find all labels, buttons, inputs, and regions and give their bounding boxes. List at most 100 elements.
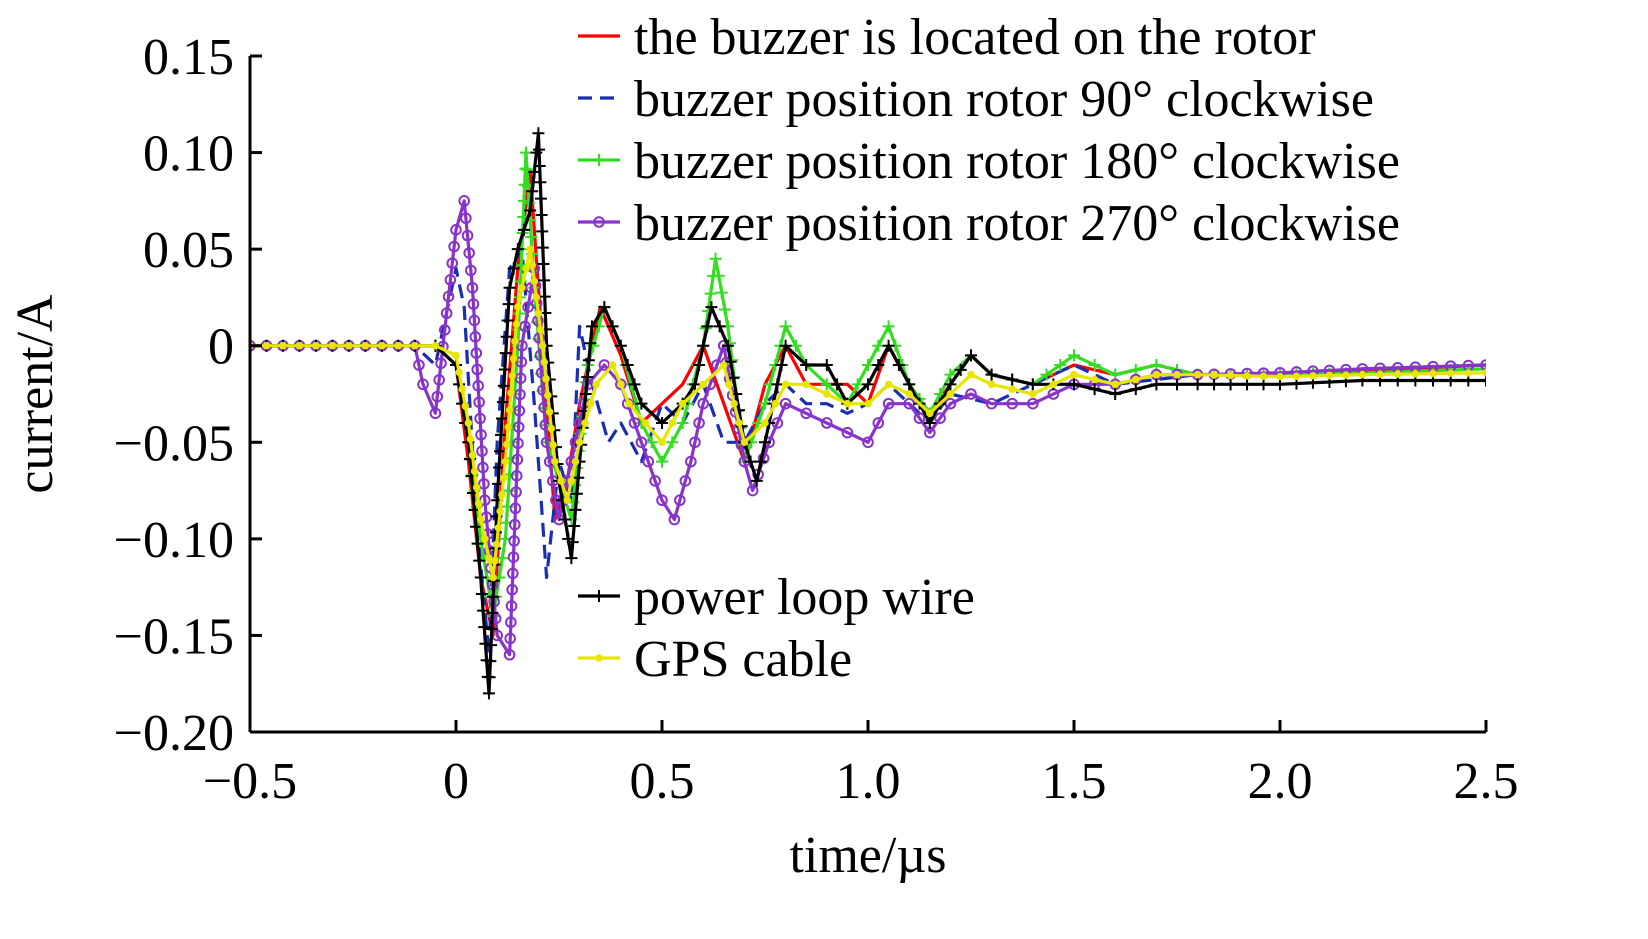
data-point [581, 371, 594, 384]
data-point [1027, 397, 1039, 410]
data-point [503, 440, 511, 449]
data-point [615, 378, 627, 391]
data-point [568, 519, 581, 532]
data-point [678, 399, 687, 408]
legend-item: the buzzer is located on the rotor [578, 9, 1316, 66]
data-point [598, 301, 611, 314]
data-point [1150, 378, 1163, 391]
data-point [862, 359, 874, 372]
data-point [519, 320, 531, 333]
data-point [628, 378, 641, 391]
data-point [718, 303, 731, 316]
data-point [944, 378, 957, 391]
data-point [789, 339, 802, 352]
data-point [1259, 372, 1268, 380]
data-point [537, 258, 550, 270]
data-point [471, 537, 484, 550]
data-point [581, 419, 589, 427]
data-point [699, 380, 707, 389]
data-point [413, 359, 425, 371]
data-point [1068, 349, 1080, 362]
data-point [1480, 374, 1486, 387]
data-point [484, 655, 497, 668]
data-point [450, 224, 462, 236]
data-point [517, 223, 530, 236]
data-point [481, 535, 489, 543]
data-point [485, 639, 498, 652]
data-point [498, 363, 511, 376]
data-point [823, 390, 831, 398]
data-point [884, 380, 893, 389]
data-point [1026, 378, 1039, 391]
data-point [831, 378, 844, 391]
data-point [715, 286, 728, 299]
data-point [472, 380, 484, 392]
legend-item: buzzer position rotor 270° clockwise [578, 195, 1400, 252]
data-point [1342, 371, 1350, 379]
data-point [693, 359, 706, 372]
data-point [508, 518, 521, 531]
data-point [479, 637, 492, 650]
data-point [642, 455, 655, 468]
data-point [534, 349, 547, 362]
data-point [579, 388, 592, 400]
data-point [533, 159, 546, 172]
data-point [1241, 378, 1254, 391]
data-point [551, 457, 559, 466]
data-point [534, 192, 547, 205]
y-tick-label: 0.10 [143, 126, 234, 183]
data-point [446, 257, 459, 269]
data-point [463, 247, 475, 259]
data-point [470, 347, 483, 359]
ticks-layer: −0.5 0 0.5 1.0 1.5 2.0 2.5 0.15 0.10 0.05 0 −0.05 −0… [114, 29, 1519, 810]
data-point [585, 320, 598, 333]
data-point [674, 494, 686, 507]
data-point [1090, 375, 1099, 384]
data-point [645, 436, 658, 449]
data-point [967, 370, 975, 379]
data-point [512, 437, 524, 450]
data-point [520, 146, 533, 159]
data-point [779, 320, 792, 333]
data-point [821, 417, 833, 429]
legend: the buzzer is located on the rotor buzzer… [578, 9, 1400, 688]
data-point [536, 325, 545, 334]
data-point [535, 208, 548, 221]
data-point [987, 380, 996, 389]
data-point [468, 451, 477, 459]
data-point [926, 409, 934, 418]
data-point [417, 378, 429, 391]
data-point [593, 590, 605, 602]
data-point [501, 314, 514, 327]
data-point [495, 412, 508, 425]
data-point [540, 358, 549, 367]
data-point [802, 380, 810, 389]
data-point [843, 399, 852, 408]
data-point [697, 339, 710, 352]
data-point [567, 477, 576, 485]
data-point [892, 359, 905, 372]
data-point [1224, 378, 1237, 391]
data-point [496, 396, 509, 409]
data-point [1152, 370, 1161, 379]
data-point [431, 390, 444, 403]
data-point [511, 243, 524, 256]
data-point [985, 397, 998, 410]
data-point [635, 397, 648, 410]
data-point [501, 457, 510, 466]
data-point [668, 419, 677, 427]
data-point [440, 307, 453, 320]
data-point [474, 571, 487, 584]
data-point [1276, 372, 1284, 381]
data-point [1109, 388, 1122, 400]
data-point [521, 163, 534, 176]
data-point [727, 371, 740, 384]
data-point [470, 520, 483, 533]
data-point [478, 478, 490, 490]
y-tick-label: 0 [208, 319, 234, 376]
data-point [771, 378, 784, 391]
data-point [487, 590, 500, 603]
data-point [679, 475, 692, 487]
data-point [841, 426, 854, 439]
data-point [528, 261, 536, 269]
